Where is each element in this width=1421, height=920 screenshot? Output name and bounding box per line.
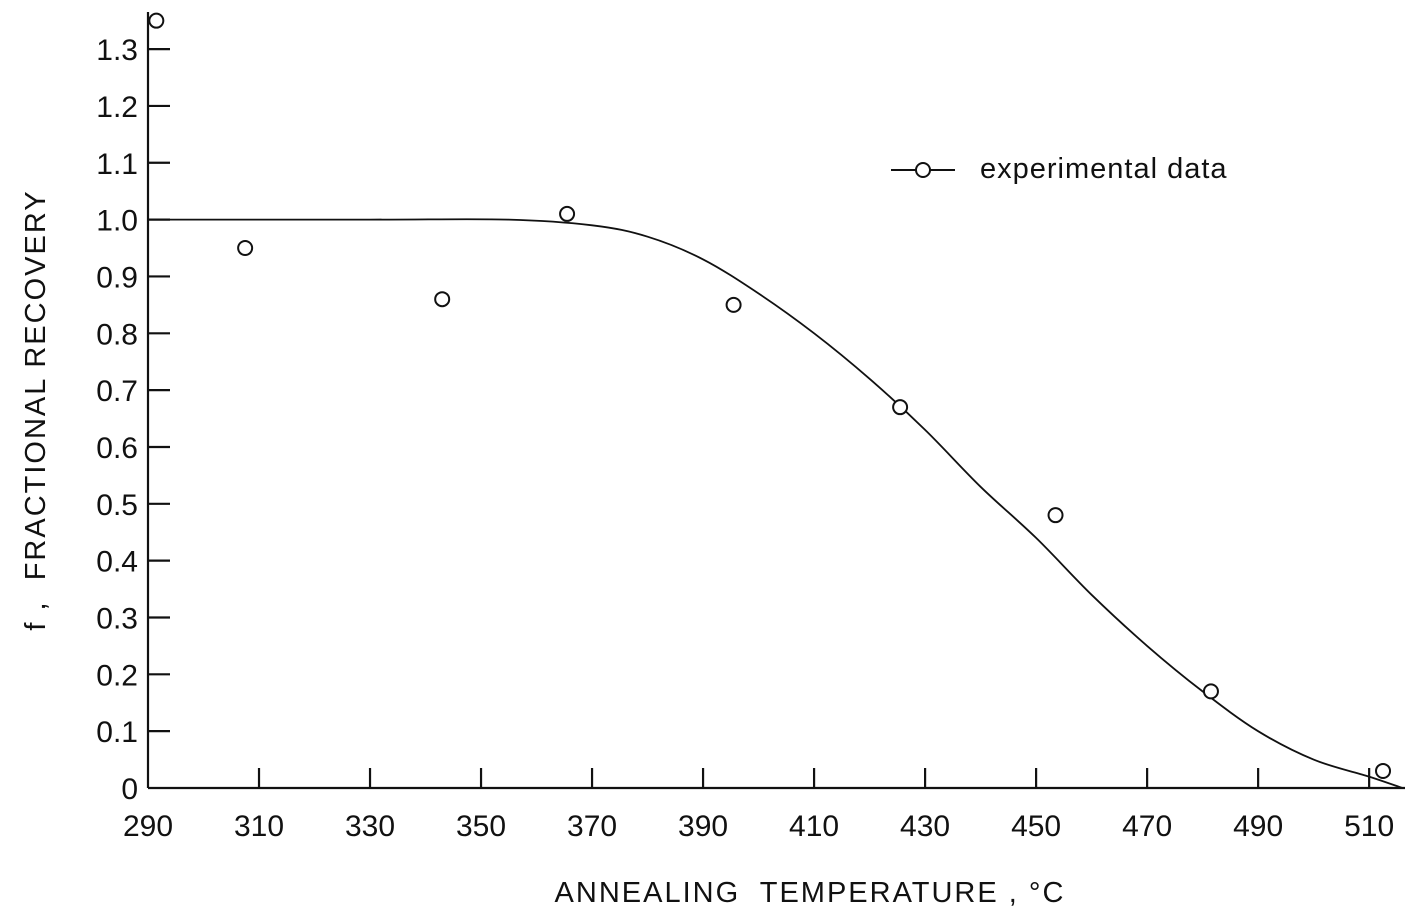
x-ticks: 290 310 330 350 370 390 410 430 450 470 490 510 [123, 768, 1394, 843]
data-point [892, 399, 909, 416]
data-point [237, 240, 254, 257]
y-tick-label: 0.5 [96, 489, 138, 522]
y-tick-label: 0.8 [96, 318, 138, 351]
data-point [434, 291, 451, 308]
x-tick-label: 390 [678, 810, 728, 843]
y-tick-label: 0.1 [96, 716, 138, 749]
x-tick-label: 430 [900, 810, 950, 843]
y-tick-label: 0.9 [96, 261, 138, 294]
x-tick-label: 370 [567, 810, 617, 843]
y-tick-label: 1.3 [96, 34, 138, 67]
y-tick-label: 0.6 [96, 432, 138, 465]
x-tick-label: 510 [1344, 810, 1394, 843]
data-point [559, 205, 576, 222]
x-tick-label: 450 [1011, 810, 1061, 843]
x-tick-label: 350 [456, 810, 506, 843]
x-tick-label: 490 [1233, 810, 1283, 843]
y-tick-label: 0 [121, 773, 138, 806]
legend-marker [915, 162, 931, 178]
y-tick-label: 0.7 [96, 375, 138, 408]
y-tick-label: 0.4 [96, 546, 138, 579]
x-tick-label: 410 [789, 810, 839, 843]
data-point [1202, 683, 1219, 700]
data-point [1375, 762, 1392, 779]
y-tick-label: 1.0 [96, 205, 138, 238]
y-tick-label: 1.2 [96, 91, 138, 124]
y-tick-label: 0.3 [96, 602, 138, 635]
x-tick-label: 470 [1122, 810, 1172, 843]
x-axis-title: ANNEALING TEMPERATURE , °C [555, 877, 1066, 909]
legend: experimental data [891, 153, 1228, 185]
y-axis-title: f , FRACTIONAL RECOVERY [20, 189, 52, 630]
y-ticks: 0 0.1 0.2 0.3 0.4 0.5 0.6 0.7 0.8 0.9 1.0 1.1 1.2 1.3 [96, 34, 170, 806]
x-tick-label: 330 [345, 810, 395, 843]
data-point [1047, 507, 1064, 524]
y-tick-label: 0.2 [96, 659, 138, 692]
x-tick-label: 310 [234, 810, 284, 843]
x-tick-label: 290 [123, 810, 173, 843]
data-points [148, 12, 1392, 779]
fit-curve [148, 218, 1403, 789]
data-point [148, 12, 165, 29]
y-tick-label: 1.1 [96, 148, 138, 181]
legend-label: experimental data [980, 153, 1228, 185]
data-point [725, 296, 742, 313]
plot-area: 290 310 330 350 370 390 410 430 450 470 490 510 0 0.… [96, 12, 1405, 843]
